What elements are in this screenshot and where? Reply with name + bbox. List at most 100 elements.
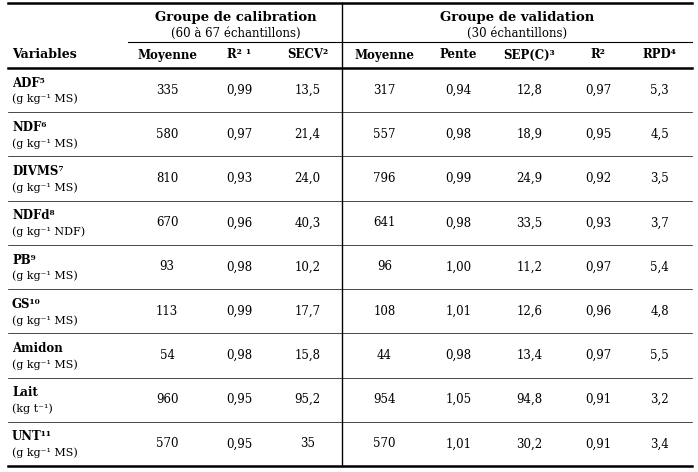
Text: 3,2: 3,2: [651, 393, 669, 406]
Text: NDFd⁸: NDFd⁸: [12, 209, 54, 222]
Text: 0,98: 0,98: [445, 128, 472, 141]
Text: 24,0: 24,0: [295, 172, 320, 185]
Text: 4,5: 4,5: [651, 128, 669, 141]
Text: GS¹⁰: GS¹⁰: [12, 298, 40, 311]
Text: 5,3: 5,3: [651, 84, 669, 97]
Text: (g kg⁻¹ MS): (g kg⁻¹ MS): [12, 315, 77, 326]
Text: 0,93: 0,93: [585, 216, 611, 229]
Text: 954: 954: [373, 393, 396, 406]
Text: 0,97: 0,97: [585, 84, 611, 97]
Text: 3,4: 3,4: [651, 438, 669, 450]
Text: 0,95: 0,95: [226, 438, 253, 450]
Text: Moyenne: Moyenne: [138, 49, 197, 61]
Text: R²: R²: [591, 49, 605, 61]
Text: 570: 570: [373, 438, 396, 450]
Text: 44: 44: [377, 349, 392, 362]
Text: 1,01: 1,01: [445, 438, 472, 450]
Text: 0,96: 0,96: [226, 216, 253, 229]
Text: SEP(C)³: SEP(C)³: [504, 49, 556, 61]
Text: 0,98: 0,98: [445, 216, 472, 229]
Text: 13,5: 13,5: [295, 84, 320, 97]
Text: (g kg⁻¹ MS): (g kg⁻¹ MS): [12, 94, 77, 104]
Text: (g kg⁻¹ MS): (g kg⁻¹ MS): [12, 182, 77, 193]
Text: 33,5: 33,5: [517, 216, 543, 229]
Text: R² ¹: R² ¹: [227, 49, 251, 61]
Text: 96: 96: [377, 261, 392, 273]
Text: DIVMS⁷: DIVMS⁷: [12, 165, 64, 178]
Text: SECV²: SECV²: [287, 49, 328, 61]
Text: 11,2: 11,2: [517, 261, 542, 273]
Text: 35: 35: [300, 438, 315, 450]
Text: 796: 796: [373, 172, 396, 185]
Text: 0,98: 0,98: [226, 349, 252, 362]
Text: 580: 580: [156, 128, 179, 141]
Text: 15,8: 15,8: [295, 349, 320, 362]
Text: 17,7: 17,7: [295, 305, 320, 318]
Text: 0,96: 0,96: [585, 305, 611, 318]
Text: 317: 317: [373, 84, 396, 97]
Text: Amidon: Amidon: [12, 342, 63, 355]
Text: 24,9: 24,9: [517, 172, 542, 185]
Text: 641: 641: [373, 216, 396, 229]
Text: 0,94: 0,94: [445, 84, 472, 97]
Text: (60 à 67 échantillons): (60 à 67 échantillons): [170, 26, 300, 40]
Text: 1,05: 1,05: [445, 393, 472, 406]
Text: 335: 335: [156, 84, 179, 97]
Text: 0,91: 0,91: [585, 393, 611, 406]
Text: 0,99: 0,99: [226, 84, 253, 97]
Text: 810: 810: [156, 172, 178, 185]
Text: 3,7: 3,7: [651, 216, 669, 229]
Text: 0,99: 0,99: [445, 172, 472, 185]
Text: 0,95: 0,95: [226, 393, 253, 406]
Text: Variables: Variables: [12, 49, 77, 61]
Text: 0,97: 0,97: [585, 349, 611, 362]
Text: 12,8: 12,8: [517, 84, 542, 97]
Text: 0,99: 0,99: [226, 305, 253, 318]
Text: Groupe de validation: Groupe de validation: [440, 10, 595, 24]
Text: (g kg⁻¹ NDF): (g kg⁻¹ NDF): [12, 227, 85, 237]
Text: (g kg⁻¹ MS): (g kg⁻¹ MS): [12, 271, 77, 281]
Text: (kg t⁻¹): (kg t⁻¹): [12, 404, 53, 414]
Text: 0,93: 0,93: [226, 172, 253, 185]
Text: (g kg⁻¹ MS): (g kg⁻¹ MS): [12, 138, 77, 149]
Text: 0,98: 0,98: [226, 261, 252, 273]
Text: (g kg⁻¹ MS): (g kg⁻¹ MS): [12, 359, 77, 370]
Text: 94,8: 94,8: [517, 393, 542, 406]
Text: 5,4: 5,4: [651, 261, 669, 273]
Text: 93: 93: [160, 261, 174, 273]
Text: (30 échantillons): (30 échantillons): [467, 26, 567, 40]
Text: 1,01: 1,01: [445, 305, 472, 318]
Text: 21,4: 21,4: [295, 128, 320, 141]
Text: NDF⁶: NDF⁶: [12, 121, 46, 134]
Text: 960: 960: [156, 393, 179, 406]
Text: 54: 54: [160, 349, 174, 362]
Text: Lait: Lait: [12, 386, 38, 399]
Text: 10,2: 10,2: [295, 261, 320, 273]
Text: RPD⁴: RPD⁴: [643, 49, 676, 61]
Text: (g kg⁻¹ MS): (g kg⁻¹ MS): [12, 447, 77, 458]
Text: 113: 113: [156, 305, 178, 318]
Text: 0,97: 0,97: [226, 128, 253, 141]
Text: Moyenne: Moyenne: [355, 49, 415, 61]
Text: 0,92: 0,92: [585, 172, 611, 185]
Text: 570: 570: [156, 438, 179, 450]
Text: Pente: Pente: [440, 49, 477, 61]
Text: 13,4: 13,4: [517, 349, 542, 362]
Text: 1,00: 1,00: [445, 261, 472, 273]
Text: 670: 670: [156, 216, 179, 229]
Text: 0,95: 0,95: [585, 128, 611, 141]
Text: 108: 108: [373, 305, 396, 318]
Text: ADF⁵: ADF⁵: [12, 76, 45, 90]
Text: 18,9: 18,9: [517, 128, 542, 141]
Text: PB⁹: PB⁹: [12, 253, 36, 267]
Text: Groupe de calibration: Groupe de calibration: [155, 10, 316, 24]
Text: 40,3: 40,3: [295, 216, 320, 229]
Text: 0,97: 0,97: [585, 261, 611, 273]
Text: 30,2: 30,2: [517, 438, 542, 450]
Text: 4,8: 4,8: [651, 305, 669, 318]
Text: 3,5: 3,5: [651, 172, 669, 185]
Text: 557: 557: [373, 128, 396, 141]
Text: 12,6: 12,6: [517, 305, 542, 318]
Text: 95,2: 95,2: [295, 393, 320, 406]
Text: 0,91: 0,91: [585, 438, 611, 450]
